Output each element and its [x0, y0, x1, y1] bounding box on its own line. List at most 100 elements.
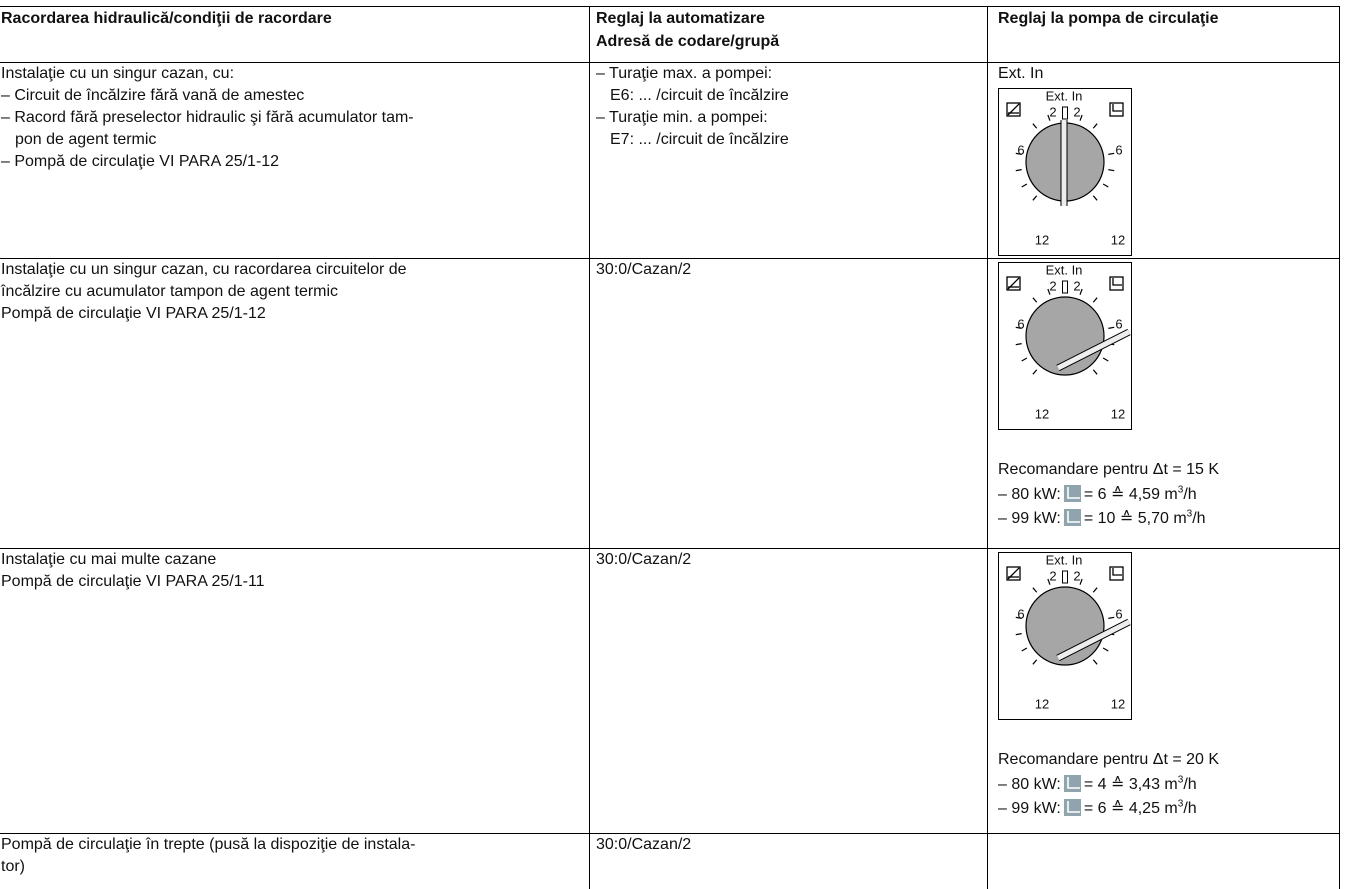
dial-tick: [1032, 659, 1038, 665]
dial-zero: [1062, 570, 1068, 584]
dial-tick: [1092, 123, 1098, 129]
dial-label: 2: [1073, 568, 1080, 583]
header-cell: Racordarea hidraulică/condiţii de racord…: [0, 6, 590, 62]
recommendation-line: – 80 kW: = 6 ≙ 4,59 m3/h: [998, 483, 1339, 508]
connection-cell: Instalaţie cu un singur cazan, cu: – Circ…: [0, 62, 590, 258]
power: – 99 kW:: [998, 510, 1061, 527]
recommendation-title: Recomandare pentru Δt = 15 K: [998, 461, 1220, 478]
text-line: Instalaţie cu un singur cazan, cu racord…: [1, 261, 407, 278]
unit: /h: [1183, 800, 1197, 817]
control-cell: 30:0/Cazan/2: [590, 833, 988, 889]
recommendation: Recomandare pentru Δt = 20 K – 80 kW: = 4 …: [998, 748, 1339, 822]
dial-label: 12: [1035, 406, 1049, 421]
dial-tick: [1047, 578, 1051, 585]
recommendation-line: – 99 kW: = 10 ≙ 5,70 m3/h: [998, 507, 1339, 532]
text-line: – Racord fără preselector hidraulic şi f…: [1, 109, 414, 126]
setting-icon: [1063, 509, 1081, 526]
dial-tick: [1015, 616, 1022, 619]
control-cell: – Turaţie max. a pompei: E6: ... /circuit…: [590, 62, 988, 258]
dial-label: 2: [1049, 568, 1056, 583]
power: – 80 kW:: [998, 485, 1061, 503]
text-line: E6: ... /circuit de încălzire: [610, 87, 789, 104]
flow: = 10 ≙ 5,70 m: [1083, 510, 1187, 527]
icon-right: [1109, 276, 1124, 291]
text-line: 30:0/Cazan/2: [596, 836, 692, 853]
dial-tick: [1108, 152, 1115, 155]
dial-label: Ext. In: [1046, 552, 1083, 567]
dial-tick: [1015, 152, 1022, 155]
dial-label: 6: [1017, 606, 1024, 621]
text-line: Instalaţie cu mai multe cazane: [1, 551, 217, 568]
exponent: 3: [1177, 484, 1184, 496]
pump-cell: [988, 833, 1340, 889]
dial-tick: [1015, 633, 1022, 636]
dial-tick: [1021, 647, 1028, 652]
dial-zero: [1062, 280, 1068, 294]
connection-cell: Instalaţie cu mai multe cazane Pompă de c…: [0, 548, 590, 833]
text-line: – Circuit de încălzire fără vană de ames…: [1, 87, 305, 104]
dial-tick: [1108, 616, 1115, 619]
dial-tick: [1108, 326, 1115, 329]
pump-cell: Ext. In 2 2 6 6 12 12 Recomandare pentru Δt = 1…: [988, 258, 1340, 548]
dial-pointer: [1056, 619, 1131, 661]
icon-step: [1067, 511, 1080, 523]
header-text: Adresă de codare/grupă: [596, 33, 780, 50]
dial-tick: [1032, 195, 1038, 201]
dial-zero: [1062, 106, 1068, 120]
dial-label: 6: [1115, 316, 1122, 331]
dial-label: 2: [1049, 104, 1056, 119]
pump-dial: Ext. In2 2 6 6 12 12: [998, 262, 1132, 430]
dial-tick: [1102, 183, 1109, 188]
icon-bg: [1063, 774, 1081, 792]
icon-left: [1006, 566, 1021, 581]
icon-step: [1067, 486, 1080, 499]
dial-label: 12: [1111, 406, 1125, 421]
text-line: tor): [1, 858, 25, 875]
dial-tick: [1015, 169, 1022, 172]
control-cell: 30:0/Cazan/2: [590, 258, 988, 548]
unit: /h: [1183, 485, 1197, 503]
pump-label: Ext. In: [998, 65, 1044, 82]
icon-left: [1006, 102, 1021, 117]
text-line: Pompă de circulaţie în trepte (pusă la d…: [1, 836, 416, 853]
dial-tick: [1092, 659, 1098, 665]
power: – 99 kW:: [998, 800, 1061, 817]
recommendation-line: – 99 kW: = 6 ≙ 4,25 m3/h: [998, 797, 1339, 822]
dial-tick: [1092, 297, 1098, 303]
pump-cell: Ext. In 2 2 6 6 12 12 Recomandare pentru Δt = 2…: [988, 548, 1340, 833]
dial-tick: [1032, 123, 1038, 129]
dial-tick: [1092, 587, 1098, 593]
dial-pointer: [1056, 329, 1131, 371]
exponent: 3: [1177, 798, 1184, 810]
dial-label: 2: [1073, 278, 1080, 293]
dial-tick: [1032, 369, 1038, 375]
text-line: 30:0/Cazan/2: [596, 551, 692, 568]
dial-tick: [1079, 288, 1083, 295]
dial-tick: [1015, 343, 1022, 346]
dial-label: 6: [1115, 142, 1122, 157]
icon-left: [1006, 276, 1021, 291]
unit: /h: [1192, 510, 1206, 527]
header-cell: Reglaj la automatizare Adresă de codare/g…: [590, 6, 988, 62]
dial-tick: [1092, 195, 1098, 201]
icon-right-step: [1112, 568, 1122, 576]
control-cell: 30:0/Cazan/2: [590, 548, 988, 833]
dial-tick: [1047, 288, 1051, 295]
dial-tick: [1047, 114, 1051, 121]
icon-right-step: [1112, 278, 1122, 286]
recommendation-line: – 80 kW: = 4 ≙ 3,43 m3/h: [998, 773, 1339, 798]
unit: /h: [1183, 775, 1197, 793]
dial-tick: [1021, 357, 1028, 362]
header-text: Reglaj la automatizare: [596, 10, 765, 27]
header-text: Racordarea hidraulică/condiţii de racord…: [1, 10, 332, 27]
recommendation-title: Recomandare pentru Δt = 20 K: [998, 751, 1220, 768]
icon-right-step: [1112, 104, 1122, 112]
exponent: 3: [1186, 508, 1193, 520]
setting-icon: [1063, 774, 1081, 792]
flow: = 6 ≙ 4,59 m: [1083, 485, 1178, 503]
pump-cell: Ext. In Ext. In 2 2 6 6 12 12: [988, 62, 1340, 258]
dial-label: Ext. In: [1046, 262, 1083, 277]
icon-right: [1109, 102, 1124, 117]
recommendation: Recomandare pentru Δt = 15 K – 80 kW: = 6 …: [998, 458, 1339, 532]
